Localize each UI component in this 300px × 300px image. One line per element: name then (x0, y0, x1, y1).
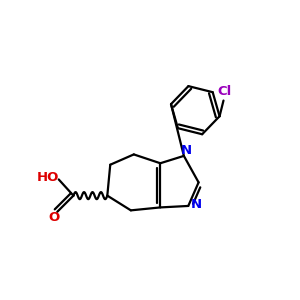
Text: N: N (181, 144, 192, 157)
Text: O: O (49, 211, 60, 224)
Text: N: N (191, 198, 202, 211)
Text: Cl: Cl (218, 85, 232, 98)
Text: HO: HO (37, 172, 60, 184)
